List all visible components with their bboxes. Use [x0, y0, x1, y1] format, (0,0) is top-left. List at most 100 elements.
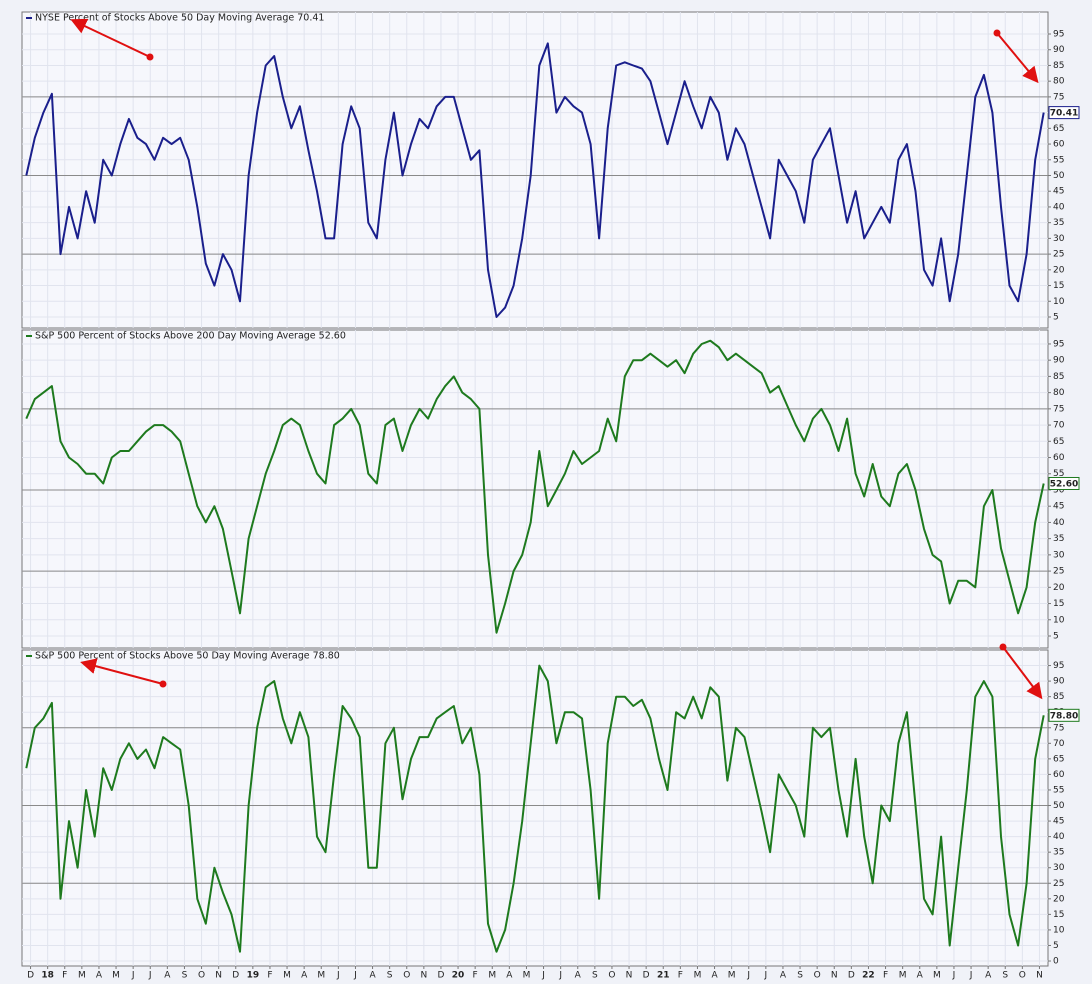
y-tick-label: 55	[1053, 155, 1064, 165]
y-tick-label: 70	[1053, 421, 1065, 431]
x-tick-label: M	[728, 971, 736, 981]
y-tick-label: 10	[1053, 297, 1065, 307]
x-tick-label: O	[198, 971, 205, 981]
y-tick-label: 80	[1053, 388, 1065, 398]
data-line	[25, 339, 1045, 634]
x-tick-label: S	[797, 971, 803, 981]
x-tick-label: M	[694, 971, 702, 981]
y-tick-label: 75	[1053, 723, 1064, 733]
x-tick-label: O	[814, 971, 821, 981]
x-tick-label: J	[764, 971, 768, 981]
y-tick-label: 40	[1053, 832, 1065, 842]
x-tick-label: J	[131, 971, 135, 981]
y-tick-label: 40	[1053, 518, 1065, 528]
x-tick-label: A	[96, 971, 103, 981]
y-tick-label: 20	[1053, 583, 1065, 593]
x-tick-label: 19	[247, 971, 260, 981]
y-tick-label: 20	[1053, 265, 1065, 275]
x-tick-label: F	[678, 971, 683, 981]
panels: 510152025303540455055606570758085909570.…	[21, 11, 1080, 981]
y-tick-label: 20	[1053, 894, 1065, 904]
y-tick-label: 60	[1053, 140, 1065, 150]
x-tick-label: M	[112, 971, 120, 981]
y-tick-label: 95	[1053, 30, 1064, 40]
x-tick-label: F	[473, 971, 478, 981]
y-tick-label: 30	[1053, 863, 1065, 873]
y-tick-label: 90	[1053, 356, 1065, 366]
y-tick-label: 60	[1053, 453, 1065, 463]
arrow-dot	[146, 53, 154, 61]
x-tick-label: M	[488, 971, 496, 981]
y-tick-label: 45	[1053, 502, 1064, 512]
x-tick-label: M	[317, 971, 325, 981]
x-tick-label: S	[592, 971, 598, 981]
x-tick-label: N	[626, 971, 633, 981]
arrow-dot	[993, 29, 1001, 37]
y-tick-label: 70	[1053, 739, 1065, 749]
x-tick-label: 21	[657, 971, 670, 981]
x-tick-label: A	[575, 971, 582, 981]
y-tick-label: 50	[1053, 171, 1065, 181]
last-value-label: 78.80	[1050, 711, 1078, 721]
x-tick-label: A	[711, 971, 718, 981]
y-tick-label: 15	[1053, 599, 1064, 609]
y-tick-label: 45	[1053, 187, 1064, 197]
y-tick-label: 15	[1053, 281, 1064, 291]
x-tick-label: 22	[862, 971, 875, 981]
data-line	[25, 42, 1045, 318]
x-tick-label: J	[558, 971, 562, 981]
x-tick-label: A	[780, 971, 787, 981]
arrow-dot	[159, 680, 167, 688]
x-tick-label: N	[1036, 971, 1043, 981]
chart-title: NYSE Percent of Stocks Above 50 Day Movi…	[35, 13, 324, 24]
last-value-label: 70.41	[1050, 109, 1078, 119]
y-tick-label: 25	[1053, 567, 1064, 577]
y-tick-label: 0	[1053, 957, 1059, 967]
y-tick-label: 50	[1053, 801, 1065, 811]
x-tick-label: F	[883, 971, 888, 981]
x-tick-label: J	[148, 971, 152, 981]
y-tick-label: 55	[1053, 785, 1064, 795]
y-tick-label: 75	[1053, 92, 1064, 102]
y-tick-label: 90	[1053, 45, 1065, 55]
arrow	[1002, 646, 1043, 700]
x-tick-label: A	[985, 971, 992, 981]
y-tick-label: 30	[1053, 550, 1065, 560]
y-tick-label: 65	[1053, 754, 1064, 764]
y-tick-label: 85	[1053, 61, 1064, 71]
y-tick-label: 30	[1053, 234, 1065, 244]
data-line	[25, 664, 1045, 953]
x-tick-label: M	[523, 971, 531, 981]
x-tick-label: N	[420, 971, 427, 981]
y-tick-label: 5	[1053, 631, 1059, 641]
x-tick-label: D	[232, 971, 239, 981]
x-tick-label: M	[899, 971, 907, 981]
y-tick-label: 25	[1053, 250, 1064, 260]
x-tick-label: N	[215, 971, 222, 981]
x-tick-label: S	[182, 971, 188, 981]
x-tick-label: D	[848, 971, 855, 981]
y-tick-label: 80	[1053, 77, 1065, 87]
y-tick-label: 40	[1053, 202, 1065, 212]
y-tick-label: 45	[1053, 817, 1064, 827]
x-tick-label: O	[608, 971, 615, 981]
x-tick-label: N	[831, 971, 838, 981]
x-tick-label: A	[506, 971, 513, 981]
y-tick-label: 90	[1053, 677, 1065, 687]
y-tick-label: 25	[1053, 879, 1064, 889]
y-tick-label: 5	[1053, 941, 1059, 951]
x-tick-label: M	[933, 971, 941, 981]
x-tick-label: 20	[452, 971, 465, 981]
x-tick-label: D	[437, 971, 444, 981]
y-tick-label: 35	[1053, 848, 1064, 858]
x-tick-label: O	[1019, 971, 1026, 981]
y-tick-label: 15	[1053, 910, 1064, 920]
x-tick-label: M	[78, 971, 86, 981]
y-tick-label: 60	[1053, 770, 1065, 780]
arrow	[996, 32, 1039, 84]
x-tick-label: A	[369, 971, 376, 981]
x-tick-label: M	[283, 971, 291, 981]
x-tick-label: O	[403, 971, 410, 981]
x-tick-label: D	[27, 971, 34, 981]
arrow	[70, 18, 151, 58]
